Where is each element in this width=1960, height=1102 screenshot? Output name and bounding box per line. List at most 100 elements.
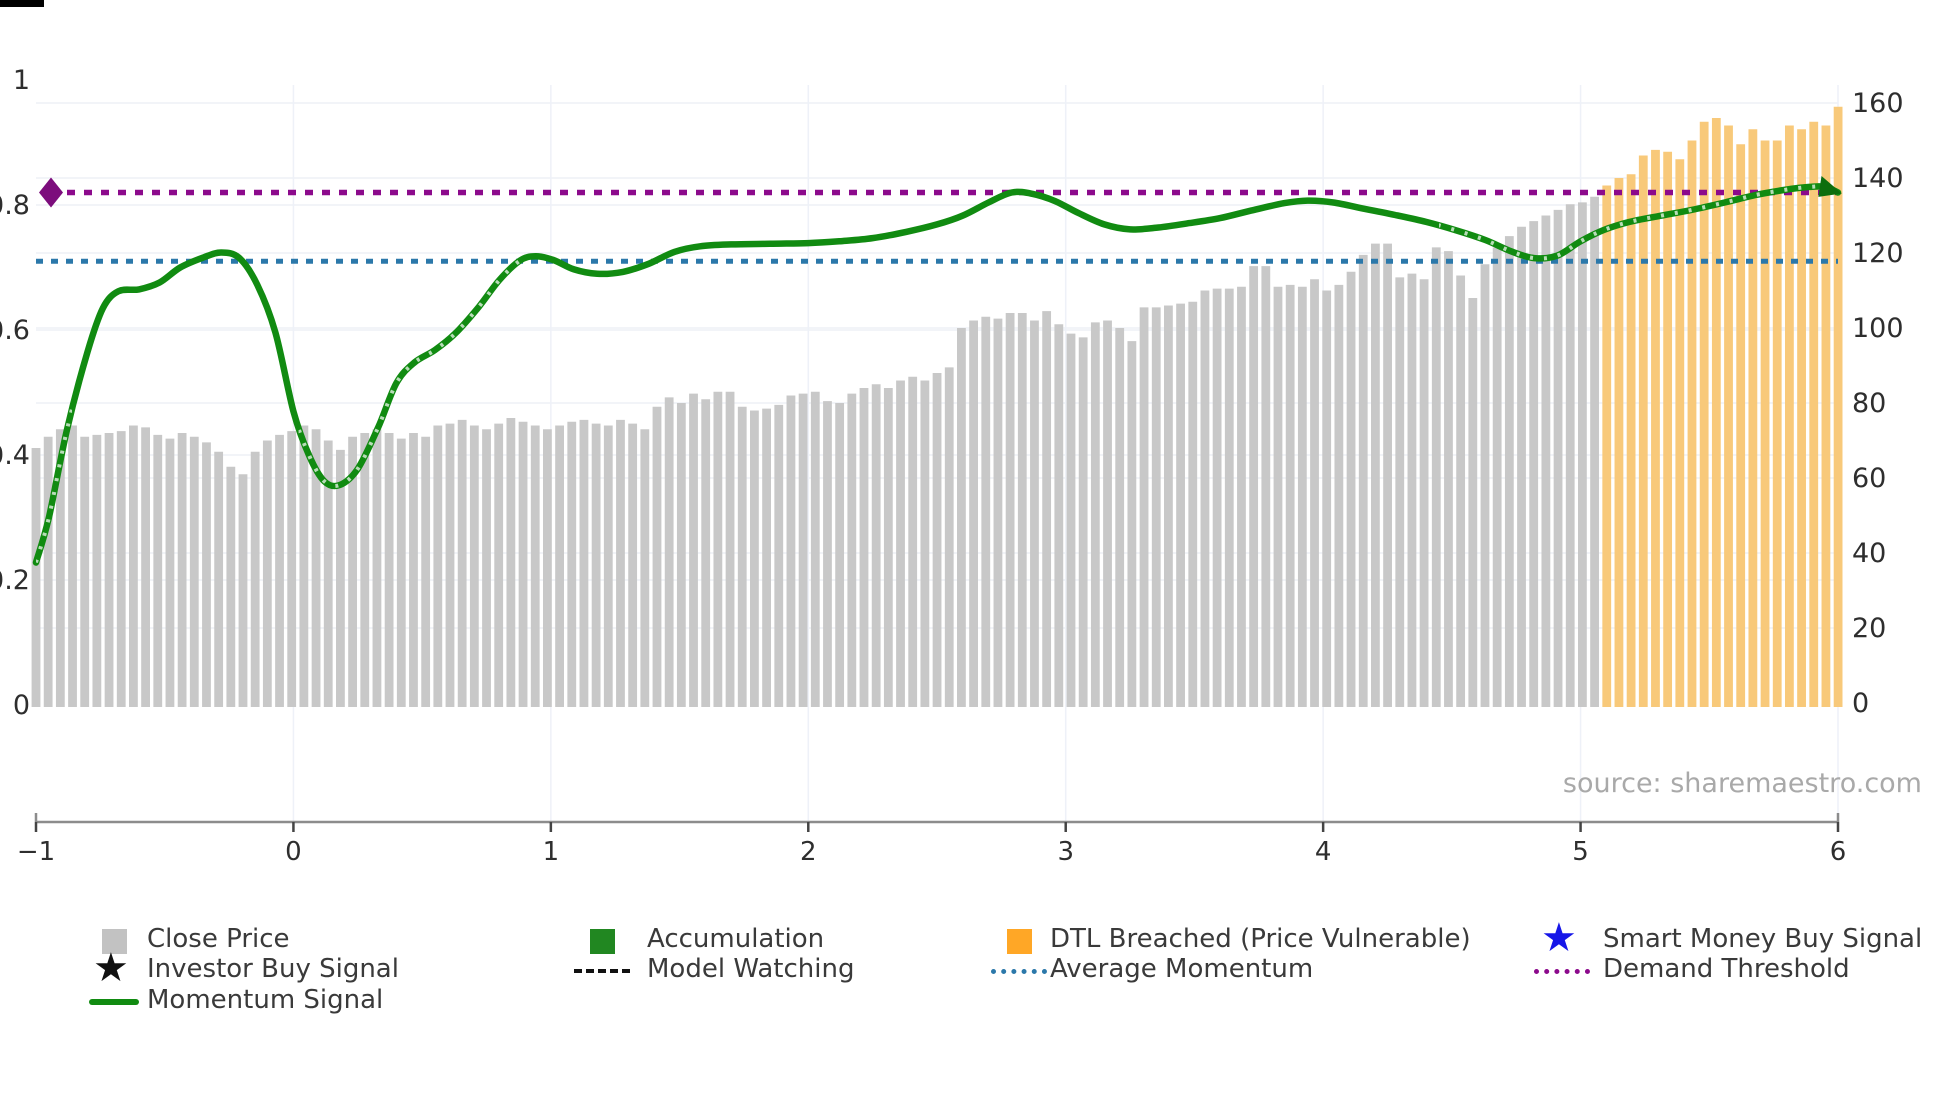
close-price-bar bbox=[226, 466, 236, 707]
close-price-bar bbox=[55, 429, 65, 707]
close-price-bar bbox=[1334, 284, 1344, 707]
close-price-bar bbox=[202, 442, 211, 707]
close-price-bar bbox=[396, 438, 406, 707]
close-price-bar bbox=[823, 401, 832, 707]
close-price-bar bbox=[189, 436, 199, 707]
close-price-bar bbox=[31, 448, 41, 707]
y-right-tick-label: 160 bbox=[1852, 88, 1904, 119]
close-price-bar bbox=[323, 440, 333, 707]
y-right-tick-label: 80 bbox=[1852, 388, 1886, 419]
close-price-bar bbox=[737, 406, 747, 707]
close-price-bar bbox=[1480, 264, 1490, 707]
close-price-bar bbox=[835, 403, 845, 707]
close-price-bar bbox=[616, 419, 625, 707]
dtl-breached-bar bbox=[1663, 151, 1673, 707]
close-price-bar bbox=[287, 431, 297, 707]
close-price-bar bbox=[1200, 290, 1210, 707]
close-price-bar bbox=[628, 423, 638, 707]
dtl-breached-bar bbox=[1614, 178, 1624, 707]
close-price-bar bbox=[1139, 307, 1149, 707]
close-price-bar bbox=[1285, 284, 1295, 707]
close-price-bar bbox=[494, 423, 504, 707]
close-price-bar bbox=[957, 328, 966, 707]
close-price-bar bbox=[859, 388, 869, 707]
y-left-tick-label: 0.2 bbox=[0, 565, 30, 596]
close-price-bar bbox=[1151, 307, 1161, 707]
close-price-bar bbox=[1322, 290, 1332, 707]
y-right-tick-label: 140 bbox=[1852, 163, 1904, 194]
dtl-breached-bar bbox=[1748, 129, 1758, 707]
y-left-tick-label: 0.8 bbox=[0, 190, 30, 221]
dtl-breached-bar bbox=[1687, 140, 1697, 707]
close-price-bar bbox=[1188, 301, 1198, 707]
close-price-bar bbox=[543, 429, 552, 707]
close-price-bar bbox=[177, 433, 187, 707]
close-price-bar bbox=[810, 391, 820, 707]
close-price-bar bbox=[43, 436, 53, 707]
close-price-bar bbox=[1017, 313, 1027, 707]
close-price-bar bbox=[932, 373, 942, 707]
close-price-bar bbox=[1212, 288, 1222, 707]
close-price-bar bbox=[104, 433, 114, 707]
close-price-bar bbox=[506, 418, 516, 707]
dtl-breached-bar bbox=[1833, 106, 1843, 707]
dtl-breached-bar bbox=[1651, 149, 1660, 707]
close-price-bar bbox=[80, 436, 90, 707]
x-tick-label: 1 bbox=[543, 837, 560, 867]
close-price-bar bbox=[1030, 320, 1039, 707]
close-price-bar bbox=[969, 320, 978, 707]
close-price-bar bbox=[1565, 204, 1575, 707]
close-price-bar bbox=[1541, 215, 1551, 707]
close-price-bar bbox=[689, 393, 698, 707]
momentum-end-arrow-icon bbox=[1818, 176, 1842, 197]
y-right-tick-label: 100 bbox=[1852, 313, 1904, 344]
close-price-bar bbox=[1444, 251, 1453, 707]
y-right-tick-label: 60 bbox=[1852, 463, 1886, 494]
close-price-bar bbox=[798, 393, 808, 707]
close-price-bar bbox=[469, 425, 479, 707]
close-price-bar bbox=[1078, 337, 1088, 707]
close-price-bar bbox=[299, 425, 309, 707]
dtl-breached-bar bbox=[1602, 185, 1612, 707]
y-left-tick-label: 1 bbox=[13, 65, 30, 96]
momentum-signal-line bbox=[32, 183, 1842, 566]
close-price-bar bbox=[482, 429, 491, 707]
close-price-bar bbox=[1127, 341, 1137, 707]
close-price-bar bbox=[336, 449, 345, 707]
dtl-breached-bar bbox=[1797, 129, 1806, 707]
x-tick-label: 0 bbox=[285, 837, 302, 867]
close-price-bar bbox=[311, 429, 321, 707]
source-attribution: source: sharemaestro.com bbox=[1562, 768, 1922, 799]
close-price-bar bbox=[214, 451, 224, 707]
screenshot-edge-artifact bbox=[0, 0, 44, 7]
close-price-bar bbox=[1383, 243, 1392, 707]
dtl-breached-bar bbox=[1699, 121, 1709, 707]
close-price-bar bbox=[786, 395, 796, 707]
close-price-bar bbox=[579, 419, 589, 707]
close-price-bar bbox=[433, 425, 443, 707]
close-price-bar bbox=[1310, 279, 1319, 707]
close-price-bar bbox=[603, 425, 613, 707]
close-price-bar bbox=[725, 391, 735, 707]
close-price-bar bbox=[920, 380, 930, 707]
close-price-bar bbox=[1346, 271, 1356, 707]
dtl-breached-bar bbox=[1711, 118, 1721, 707]
close-price-bar bbox=[871, 384, 881, 707]
close-price-bar bbox=[1103, 320, 1112, 707]
close-price-bar bbox=[116, 431, 126, 707]
close-price-bar bbox=[652, 406, 662, 707]
close-price-bar bbox=[1529, 221, 1539, 707]
x-tick-label: 4 bbox=[1315, 837, 1332, 867]
close-price-bar bbox=[250, 451, 260, 707]
y-right-tick-label: 120 bbox=[1852, 238, 1904, 269]
close-price-bar bbox=[847, 393, 857, 707]
close-price-bar bbox=[981, 316, 991, 707]
close-price-bar bbox=[1456, 275, 1466, 707]
y-right-tick-label: 0 bbox=[1852, 688, 1869, 719]
close-price-bar bbox=[68, 425, 77, 707]
close-price-bar bbox=[348, 436, 357, 707]
close-price-bar bbox=[457, 419, 467, 707]
close-price-bar bbox=[445, 423, 455, 707]
close-price-bar bbox=[1115, 328, 1125, 707]
close-price-bar bbox=[1237, 286, 1246, 707]
